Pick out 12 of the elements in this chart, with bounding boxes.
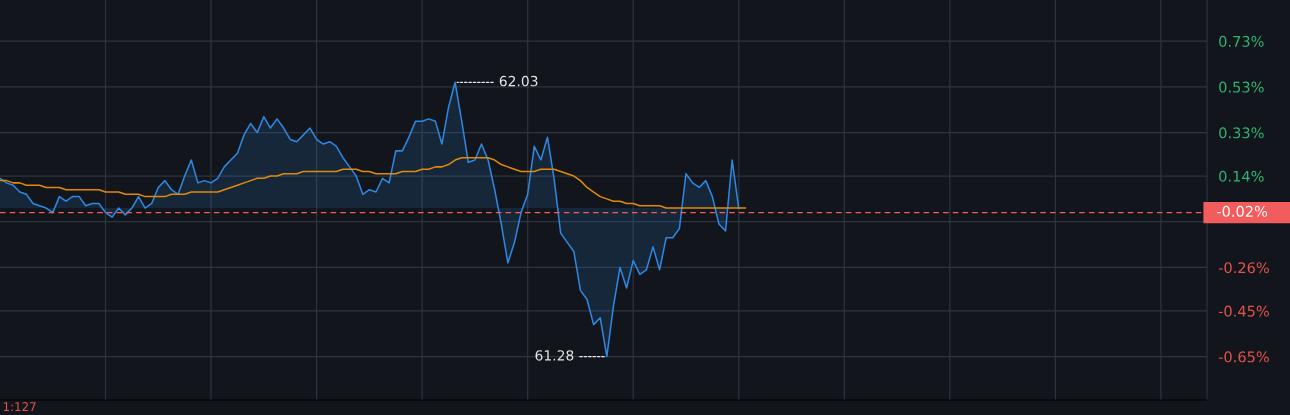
text: 1:127 — [3, 402, 36, 411]
y-tick-label: -0.26% — [1218, 262, 1269, 274]
y-tick-label: 0.53% — [1219, 81, 1264, 93]
y-tick-label: -0.65% — [1218, 351, 1269, 363]
y-tick-label: 0.14% — [1219, 170, 1264, 182]
y-tick-label: 0.73% — [1219, 35, 1264, 47]
y-tick-label: 0.33% — [1219, 127, 1264, 139]
ref-line-label: -0.02% — [1217, 205, 1268, 217]
line-series — [0, 156, 747, 209]
y-tick-label: -0.45% — [1218, 305, 1269, 317]
annotation: 61.28 — [535, 350, 574, 361]
annotation: 62.03 — [499, 75, 538, 87]
